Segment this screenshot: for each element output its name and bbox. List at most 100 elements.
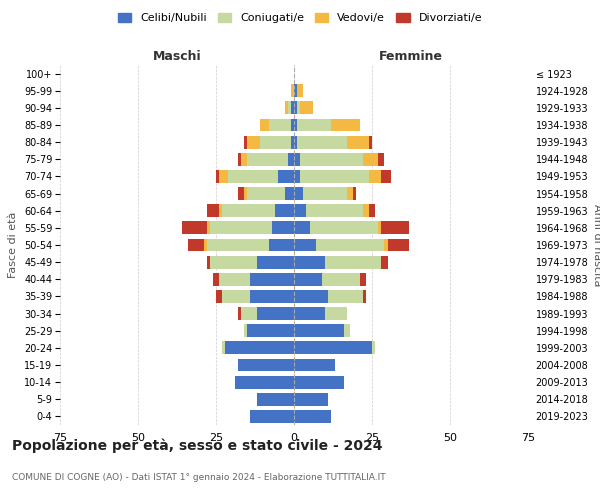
Bar (291, 102, 294, 114)
Bar (294, 204, 307, 217)
Bar (294, 290, 328, 303)
Bar (378, 222, 382, 234)
Bar (291, 118, 294, 132)
Bar (213, 273, 219, 285)
Bar (206, 222, 210, 234)
Bar (275, 204, 294, 217)
Bar (294, 187, 304, 200)
Y-axis label: Anni di nascita: Anni di nascita (592, 204, 600, 286)
Bar (344, 324, 350, 337)
Bar (362, 153, 378, 166)
Bar (260, 136, 291, 148)
Bar (250, 273, 294, 285)
Bar (241, 307, 257, 320)
Bar (294, 238, 316, 252)
Bar (297, 102, 300, 114)
Bar (347, 136, 369, 148)
Bar (210, 222, 272, 234)
Bar (244, 136, 247, 148)
Bar (291, 84, 294, 97)
Bar (219, 204, 222, 217)
Bar (210, 256, 257, 268)
Bar (331, 118, 359, 132)
Bar (269, 118, 291, 132)
Bar (238, 307, 241, 320)
Bar (294, 118, 297, 132)
Bar (325, 307, 347, 320)
Bar (385, 238, 388, 252)
Bar (247, 136, 260, 148)
Bar (297, 118, 331, 132)
Bar (294, 222, 310, 234)
Bar (297, 84, 304, 97)
Bar (369, 136, 372, 148)
Bar (307, 204, 362, 217)
Bar (322, 273, 359, 285)
Bar (294, 393, 328, 406)
Bar (269, 238, 294, 252)
Text: COMUNE DI COGNE (AO) - Dati ISTAT 1° gennaio 2024 - Elaborazione TUTTITALIA.IT: COMUNE DI COGNE (AO) - Dati ISTAT 1° gen… (12, 473, 386, 482)
Bar (216, 290, 222, 303)
Bar (216, 170, 219, 183)
Bar (369, 170, 382, 183)
Bar (325, 256, 382, 268)
Bar (294, 358, 335, 372)
Bar (182, 222, 206, 234)
Bar (300, 153, 362, 166)
Bar (362, 204, 369, 217)
Text: Maschi: Maschi (152, 50, 202, 63)
Bar (294, 307, 325, 320)
Bar (247, 187, 284, 200)
Bar (226, 342, 294, 354)
Bar (284, 102, 288, 114)
Bar (206, 256, 210, 268)
Bar (206, 204, 219, 217)
Bar (278, 170, 294, 183)
Bar (244, 187, 247, 200)
Bar (300, 102, 313, 114)
Bar (316, 238, 385, 252)
Bar (238, 153, 241, 166)
Bar (222, 342, 226, 354)
Bar (294, 256, 325, 268)
Bar (294, 376, 344, 388)
Bar (241, 153, 247, 166)
Text: Femmine: Femmine (379, 50, 443, 63)
Bar (294, 170, 300, 183)
Bar (257, 393, 294, 406)
Bar (284, 187, 294, 200)
Bar (219, 170, 229, 183)
Bar (188, 238, 203, 252)
Bar (378, 153, 385, 166)
Bar (294, 102, 297, 114)
Bar (294, 273, 322, 285)
Bar (328, 290, 362, 303)
Bar (294, 84, 297, 97)
Bar (206, 238, 269, 252)
Bar (347, 187, 353, 200)
Bar (247, 324, 294, 337)
Y-axis label: Fasce di età: Fasce di età (8, 212, 19, 278)
Bar (229, 170, 278, 183)
Bar (297, 136, 347, 148)
Bar (294, 324, 344, 337)
Bar (362, 290, 366, 303)
Bar (310, 222, 378, 234)
Bar (257, 256, 294, 268)
Bar (260, 118, 269, 132)
Bar (300, 170, 369, 183)
Bar (304, 187, 347, 200)
Bar (294, 410, 331, 423)
Bar (272, 222, 294, 234)
Bar (382, 222, 409, 234)
Bar (247, 153, 288, 166)
Bar (288, 102, 291, 114)
Bar (257, 307, 294, 320)
Bar (203, 238, 206, 252)
Text: Popolazione per età, sesso e stato civile - 2024: Popolazione per età, sesso e stato civil… (12, 438, 383, 453)
Bar (238, 187, 244, 200)
Bar (382, 170, 391, 183)
Bar (353, 187, 356, 200)
Bar (294, 136, 297, 148)
Bar (372, 342, 375, 354)
